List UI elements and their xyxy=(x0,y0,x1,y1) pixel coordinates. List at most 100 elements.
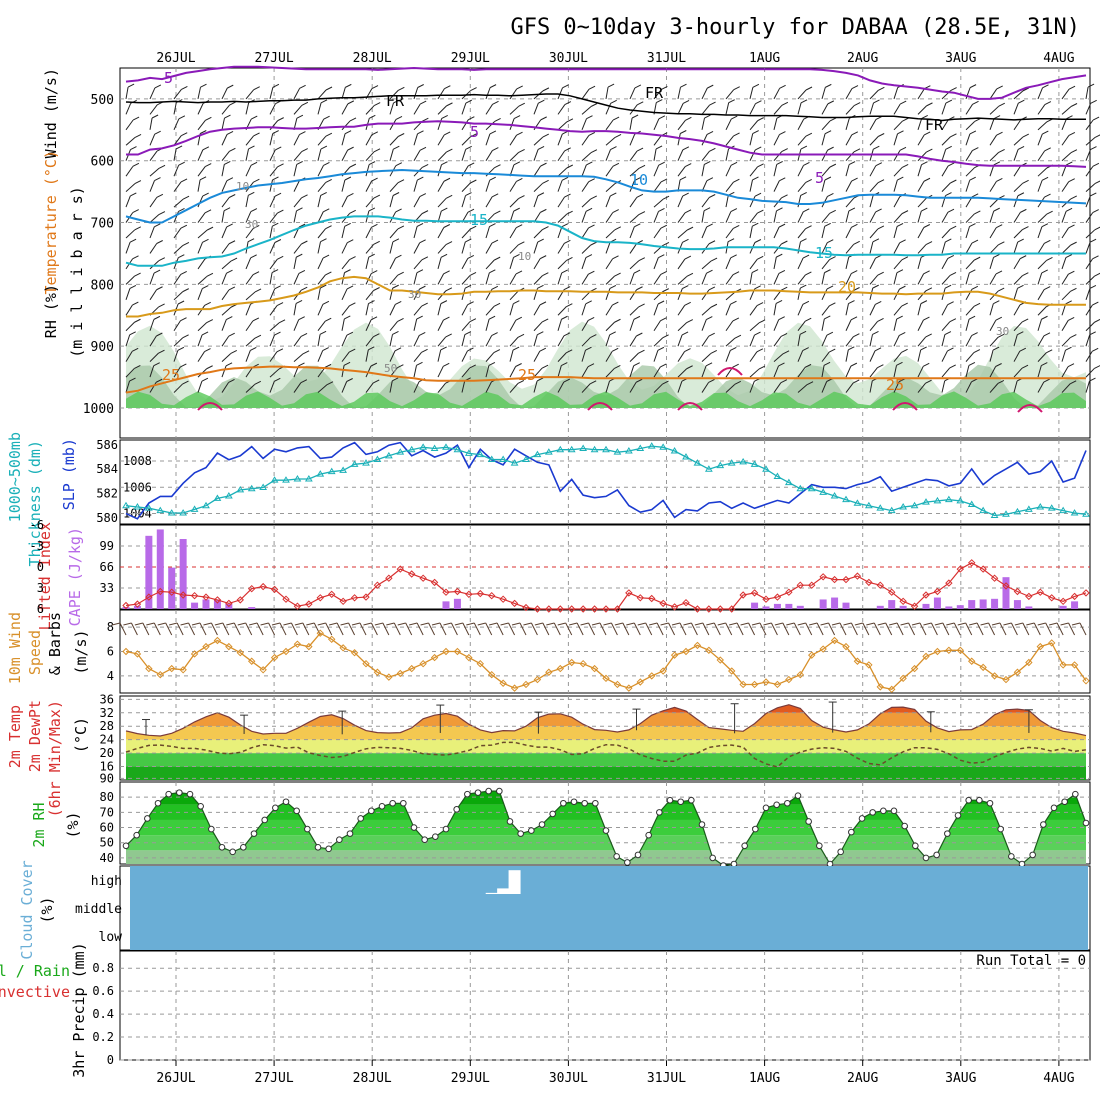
wind-barb-flag xyxy=(850,316,858,321)
thickness-line xyxy=(125,445,1087,517)
wind-barb-flag xyxy=(971,332,978,337)
wind-barb-flag xyxy=(633,362,640,367)
wind-barb-flag xyxy=(901,302,908,307)
wind-barb-shaft xyxy=(509,336,519,347)
wind-barb-flag xyxy=(587,316,595,321)
thickness-marker xyxy=(544,448,553,455)
wind-barb-shaft xyxy=(917,118,923,130)
wind-barb-flag xyxy=(686,272,694,277)
lifted-index-marker xyxy=(476,589,484,598)
wind-barb-shaft xyxy=(941,350,948,362)
wind-barb-flag xyxy=(824,176,832,181)
wind-barb-shaft xyxy=(413,351,422,362)
10m-wind-barb-flag xyxy=(877,622,886,626)
10m-wind-barb-flag xyxy=(249,622,258,626)
wind-barb-shaft xyxy=(533,182,543,192)
wind-barb-flag xyxy=(827,100,835,105)
wind-barb-flag xyxy=(1065,300,1072,305)
wind-barb-flag xyxy=(325,271,332,276)
wind-barb-flag xyxy=(537,192,545,197)
wind-barb-flag xyxy=(226,177,234,182)
wind-barb-shaft xyxy=(149,352,159,362)
wind-barb-flag xyxy=(609,331,616,336)
lifted-index-marker xyxy=(156,587,164,596)
wind-barb-flag xyxy=(1017,284,1024,289)
wind-speed-marker xyxy=(213,636,222,645)
wind-barb-flag xyxy=(465,192,472,197)
cape-bar xyxy=(213,599,221,609)
wind-barb-shaft xyxy=(749,226,753,239)
wind-speed-marker xyxy=(293,640,302,648)
wind-barb-shaft xyxy=(149,214,160,223)
wind-barb-flag xyxy=(973,349,981,354)
wind-speed-marker xyxy=(716,656,724,664)
li-tick-label: -6 xyxy=(30,518,44,532)
wind-barb-shaft xyxy=(557,87,563,100)
10m-wind-barb xyxy=(873,622,881,636)
wind-barb-flag xyxy=(319,330,327,335)
wind-barb-flag xyxy=(158,211,166,215)
10m-wind-barb-flag xyxy=(1026,622,1035,626)
temperature-contour-25 xyxy=(125,365,1086,394)
wind-barb-shaft xyxy=(413,318,418,331)
wind-barb-shaft xyxy=(413,242,421,254)
wind-barb-shaft xyxy=(653,274,662,285)
10m-wind-barb-flag xyxy=(980,622,989,626)
wind-barb-shaft xyxy=(725,383,736,393)
precip-tick-label: 0.2 xyxy=(92,1030,114,1044)
10m-wind-barb xyxy=(713,622,721,636)
wind-barb-flag xyxy=(590,195,597,200)
precip-tick-label: 0.4 xyxy=(92,1007,114,1021)
cape-bar xyxy=(1059,605,1067,609)
wind-barb-flag xyxy=(443,177,451,182)
rh-marker xyxy=(901,822,908,830)
10m-wind-barb xyxy=(245,622,253,636)
10m-wind-barb-flag xyxy=(1060,622,1069,626)
wind-barb-flag xyxy=(275,146,282,151)
lifted-index-marker xyxy=(670,603,679,611)
wind-barb-flag xyxy=(874,347,882,352)
wind-barb-shaft xyxy=(701,197,710,208)
wind-barb-shaft xyxy=(941,149,947,161)
wind-barb-flag xyxy=(926,148,933,153)
wind-barb-flag xyxy=(300,286,308,291)
wind-barb-flag xyxy=(875,254,882,259)
thickness-marker xyxy=(293,474,302,482)
wind-barb-flag xyxy=(776,207,783,212)
wind-barb-shaft xyxy=(1085,87,1089,99)
wind-barb-shaft xyxy=(821,226,826,239)
wind-barb-flag xyxy=(230,257,238,262)
wind-barb-shaft xyxy=(461,380,466,393)
wind-speed-marker xyxy=(350,649,359,657)
wind-barb-flag xyxy=(947,254,955,259)
contour-label: FR xyxy=(645,84,664,102)
wind-barb-flag xyxy=(896,222,904,227)
wind-barb-flag xyxy=(804,363,812,368)
wind-barb-shaft xyxy=(605,166,614,177)
10m-wind-barb xyxy=(1056,622,1064,636)
wind-speed-marker xyxy=(373,668,382,676)
wind-barb-flag xyxy=(947,162,955,167)
wind-barb-shaft xyxy=(389,334,393,347)
wind-barb-flag xyxy=(779,84,786,89)
wind-barb-flag xyxy=(277,117,284,122)
wind-barb-flag xyxy=(679,176,687,181)
wind-barb-flag xyxy=(346,331,354,336)
wind-barb-flag xyxy=(1070,334,1077,338)
wind-barb-shaft xyxy=(557,196,565,208)
label-minmax: (6hr Min/Max) xyxy=(46,700,64,817)
temp-band xyxy=(126,712,1086,727)
wind-barb-flag xyxy=(373,333,380,338)
wind-barb-shaft xyxy=(701,335,710,347)
wind-barb-shaft xyxy=(917,257,922,270)
wind-barb-flag xyxy=(274,239,282,243)
wind-barb-shaft xyxy=(941,241,946,254)
wind-barb-shaft xyxy=(509,181,517,192)
wind-barb-flag xyxy=(872,284,879,289)
wind-barb-flag xyxy=(539,301,547,306)
temp-band xyxy=(126,739,1086,754)
day-label-top: 31JUL xyxy=(647,51,686,66)
10m-wind-barb-flag xyxy=(340,622,349,626)
wind-barb-shaft xyxy=(485,319,490,331)
10m-wind-barb xyxy=(576,622,584,636)
